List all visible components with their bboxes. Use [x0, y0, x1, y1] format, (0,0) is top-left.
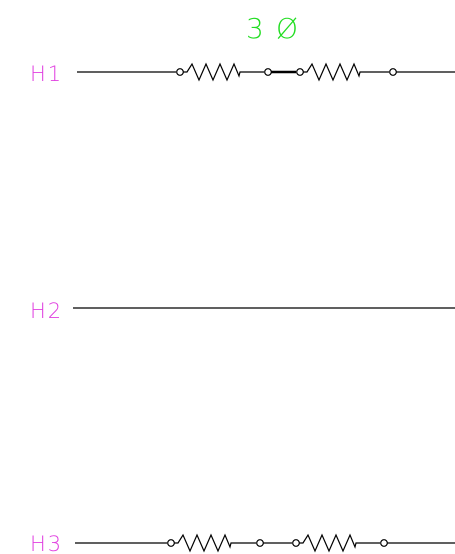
terminal-h1-1	[176, 68, 184, 76]
terminal-h1-3	[296, 68, 304, 76]
resistor-h1-2	[303, 62, 389, 82]
resistor-h1-1	[183, 62, 264, 82]
resistor-h3-1	[174, 533, 256, 553]
resistor-h3-2	[299, 533, 380, 553]
label-h2: H2	[30, 299, 63, 323]
label-h1: H1	[30, 62, 63, 86]
terminal-h3-2	[256, 539, 264, 547]
phase-symbol: Ø	[276, 12, 298, 45]
terminal-h3-1	[167, 539, 175, 547]
label-h3: H3	[30, 532, 63, 554]
line-h1	[77, 62, 455, 82]
terminal-h1-2	[264, 68, 272, 76]
terminal-h1-4	[389, 68, 397, 76]
terminal-h3-4	[380, 539, 388, 547]
terminal-h3-3	[292, 539, 300, 547]
line-h3	[75, 533, 455, 553]
phase-count-number: 3	[246, 12, 264, 45]
